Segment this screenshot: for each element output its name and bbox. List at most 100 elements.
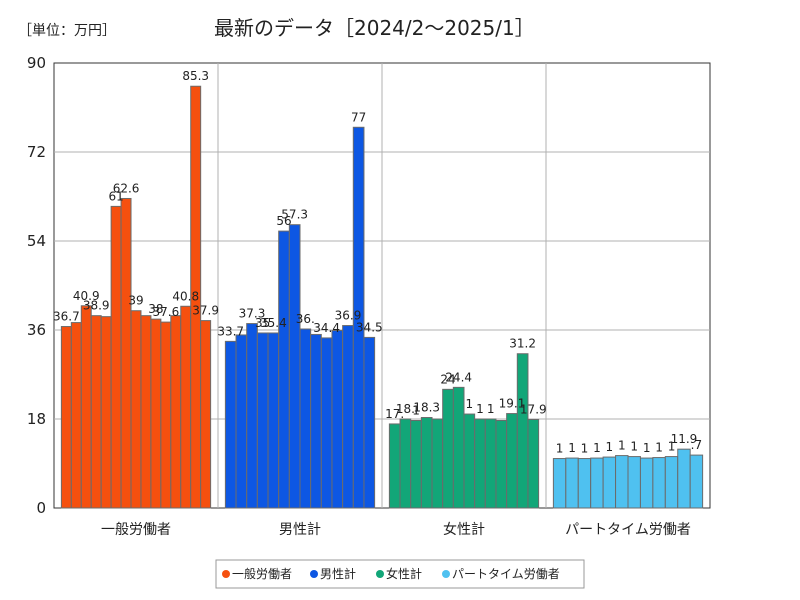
bar xyxy=(452,386,465,509)
legend-box xyxy=(215,559,585,589)
data-label: 24 xyxy=(440,372,455,386)
bar xyxy=(320,337,333,509)
bar xyxy=(100,316,112,509)
bar xyxy=(474,418,486,509)
bar xyxy=(70,322,82,509)
bar xyxy=(463,413,476,509)
bar xyxy=(256,332,269,509)
data-label: 1 xyxy=(593,441,601,455)
data-label: 1 xyxy=(476,402,484,416)
bar xyxy=(664,456,679,509)
bar xyxy=(652,457,666,509)
bar xyxy=(90,315,102,509)
y-tick-label: 36 xyxy=(27,321,46,339)
legend-entry: 女性計 xyxy=(386,566,422,581)
bar xyxy=(200,320,212,509)
data-label: 1 xyxy=(487,402,495,416)
data-label: 33.7 xyxy=(217,324,244,338)
y-tick-label: 90 xyxy=(27,54,46,72)
data-label: 18.3 xyxy=(413,401,440,415)
bar xyxy=(150,318,162,509)
bar xyxy=(516,353,529,509)
bar xyxy=(288,224,301,509)
data-label: 17. xyxy=(385,407,404,421)
bar xyxy=(495,419,508,509)
data-label: 85.3 xyxy=(182,69,209,83)
x-tick-label: 女性計 xyxy=(443,521,485,538)
bar xyxy=(170,315,182,509)
bar xyxy=(577,458,592,509)
bar xyxy=(388,423,401,509)
data-label: 1 xyxy=(630,440,638,454)
bar xyxy=(278,230,290,509)
bar xyxy=(552,458,567,509)
unit-label: ［単位：万円］ xyxy=(18,23,116,39)
data-label: 38.9 xyxy=(83,299,110,313)
bar xyxy=(363,336,376,509)
bars xyxy=(60,85,704,509)
bar xyxy=(590,457,604,509)
bar xyxy=(60,326,72,509)
bar xyxy=(627,456,641,509)
bar xyxy=(506,413,518,509)
data-label: 34.4 xyxy=(313,321,340,335)
data-label: 40.8 xyxy=(172,289,199,303)
y-tick-label: 18 xyxy=(27,410,46,428)
bar xyxy=(180,305,192,509)
data-label: 37.3 xyxy=(239,307,266,321)
data-label: 1 xyxy=(606,440,614,454)
bar xyxy=(442,388,454,509)
bar xyxy=(410,419,422,509)
data-label: 24.4 xyxy=(445,370,472,384)
data-label: 37.6 xyxy=(152,305,179,319)
data-label: 1 xyxy=(668,440,676,454)
bar xyxy=(484,418,497,509)
bar xyxy=(160,321,172,509)
bar xyxy=(246,323,258,509)
data-label: 1 xyxy=(568,441,576,455)
bar xyxy=(639,457,654,509)
data-label: 35.4 xyxy=(260,316,287,330)
bar xyxy=(299,328,312,509)
data-label: .7 xyxy=(691,438,702,452)
legend-entry: 男性計 xyxy=(320,566,356,581)
bar xyxy=(110,205,122,509)
data-label: 62.6 xyxy=(113,181,140,195)
bar xyxy=(431,418,444,509)
legend-entry: パートタイム労働者 xyxy=(452,567,560,581)
data-label: 1 xyxy=(412,403,420,417)
chart-title: 最新のデータ［2024/2～2025/1］ xyxy=(214,16,535,40)
data-label: 17.9 xyxy=(520,402,547,416)
legend-entry: 一般労働者 xyxy=(232,566,292,581)
data-label: 19.1 xyxy=(499,397,526,411)
bar xyxy=(80,305,92,509)
legend: 一般労働者 男性計 女性計 パートタイム労働者 xyxy=(215,559,585,589)
data-label: 57.3 xyxy=(281,208,308,222)
data-label: 1 xyxy=(581,442,589,456)
data-label: 77 xyxy=(351,110,366,124)
bar xyxy=(224,340,237,509)
bar xyxy=(331,329,344,509)
data-label: 40.9 xyxy=(73,289,100,303)
data-label: 34.5 xyxy=(356,320,383,334)
data-label: 38 xyxy=(148,302,163,316)
bar xyxy=(190,85,202,509)
legend-marker xyxy=(310,570,318,578)
x-tick-label: 一般労働者 xyxy=(101,522,171,538)
bar xyxy=(235,334,248,509)
y-axis: 0 18 36 54 72 90 xyxy=(27,54,46,517)
y-tick-label: 0 xyxy=(36,499,46,517)
y-tick-label: 54 xyxy=(27,232,46,250)
bar xyxy=(565,457,579,509)
legend-marker xyxy=(376,570,384,578)
bar xyxy=(140,315,152,509)
data-label: 1 xyxy=(618,439,626,453)
bar xyxy=(352,126,365,509)
bar xyxy=(420,417,433,509)
bar xyxy=(527,418,540,509)
data-label: 31.2 xyxy=(509,337,536,351)
data-label: 36.7 xyxy=(53,310,80,324)
data-label: 36.9 xyxy=(335,309,362,323)
